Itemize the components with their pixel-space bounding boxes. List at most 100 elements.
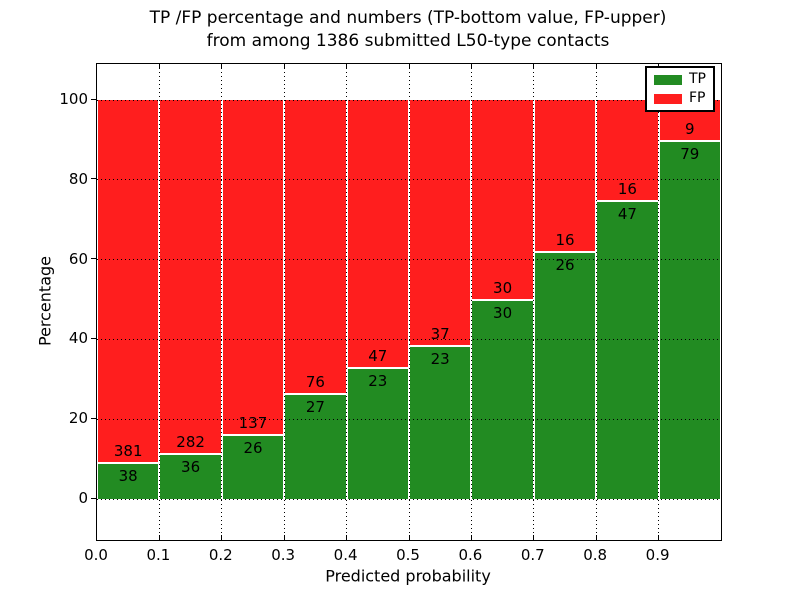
bar-segment-fp [346, 100, 409, 368]
bar-value-tp: 79 [680, 144, 700, 163]
legend-entry: TP [654, 72, 706, 87]
tick-mark-x [658, 535, 660, 540]
bar-segment-tp [409, 346, 472, 499]
bar-value-tp: 23 [430, 350, 450, 369]
gridline-vertical [221, 64, 223, 540]
legend-entry: FP [654, 91, 706, 106]
gridline-horizontal [97, 418, 721, 420]
bar-segment-tp [596, 201, 659, 499]
bar-column [596, 100, 659, 499]
x-tick-label: 0.8 [583, 546, 608, 564]
bar-value-fp: 137 [238, 414, 268, 433]
tick-mark-y [91, 497, 96, 499]
x-tick-label: 0.6 [458, 546, 483, 564]
legend-swatch-tp-icon [654, 74, 682, 85]
x-tick-label: 0.4 [333, 546, 358, 564]
gridline-vertical [346, 64, 348, 540]
x-tick-label: 0.7 [520, 546, 545, 564]
tick-mark-x [408, 64, 410, 69]
bar-segment-fp [409, 100, 472, 347]
bar-segment-fp [284, 100, 347, 395]
bar-column [159, 100, 222, 499]
x-tick-label: 0.3 [271, 546, 296, 564]
bar-value-fp: 282 [176, 432, 205, 451]
tick-mark-y [91, 258, 96, 260]
bar-segment-tp [159, 453, 222, 499]
bar-segment-tp [471, 299, 534, 499]
tick-mark-x [283, 64, 285, 69]
bar-value-tp: 36 [181, 457, 201, 476]
bar-segment-fp [596, 100, 659, 202]
gridline-vertical [283, 64, 285, 540]
gridline-horizontal [97, 179, 721, 181]
tick-mark-x [595, 64, 597, 69]
tick-mark-x [346, 64, 348, 69]
legend-label: FP [689, 90, 706, 106]
bar-column [346, 100, 409, 499]
bar-value-tp: 38 [118, 466, 138, 485]
bar-segment-fp [471, 100, 534, 300]
chart-title-line1: TP /FP percentage and numbers (TP-bottom… [149, 8, 667, 28]
bar-segment-tp [658, 140, 721, 499]
bar-value-fp: 37 [430, 325, 450, 344]
plot-area: 381 38 282 36 137 26 76 27 47 23 37 23 30 30 16 26 16 47 9… [96, 63, 722, 541]
tick-mark-y [91, 337, 96, 339]
x-tick-label: 0.0 [84, 546, 108, 564]
tick-mark-x [533, 64, 535, 69]
bar-column [97, 100, 160, 499]
legend: TP FP [645, 66, 715, 112]
legend-swatch-fp-icon [654, 93, 682, 104]
tick-mark-x [408, 535, 410, 540]
y-tick-label: 20 [68, 409, 88, 428]
bar-value-fp: 16 [617, 180, 637, 199]
bar-value-tp: 47 [617, 205, 637, 224]
tick-mark-x [470, 535, 472, 540]
tick-mark-x [221, 64, 223, 69]
bar-column [284, 100, 347, 499]
bar-segment-tp [221, 435, 285, 499]
bar-column [409, 100, 472, 499]
tick-mark-x [221, 535, 223, 540]
y-tick-label: 80 [68, 169, 88, 188]
bar-value-fp: 30 [493, 278, 513, 297]
gridline-vertical [470, 64, 472, 540]
bar-value-fp: 9 [685, 119, 695, 138]
bar-value-fp: 76 [305, 373, 325, 392]
bar-column [533, 100, 597, 499]
gridline-vertical [595, 64, 597, 540]
bar-column [221, 100, 285, 499]
bar-column [658, 100, 721, 499]
x-tick-label: 0.5 [396, 546, 420, 564]
legend-label: TP [689, 71, 706, 87]
bar-value-fp: 16 [555, 231, 575, 249]
bar-segment-fp [533, 100, 597, 252]
gridline-vertical [158, 64, 160, 540]
y-tick-label: 100 [59, 90, 88, 108]
tick-mark-x [158, 64, 160, 69]
y-tick-label: 60 [68, 249, 88, 268]
gridline-vertical [533, 64, 535, 540]
tick-mark-x [533, 535, 535, 540]
y-tick-label: 40 [68, 329, 88, 348]
tick-mark-y [91, 98, 96, 100]
bar-value-fp: 47 [368, 346, 388, 365]
bar-segment-tp [97, 462, 160, 499]
tick-mark-x [346, 535, 348, 540]
bar-segment-fp [159, 100, 222, 454]
tick-mark-x [283, 535, 285, 540]
bar-column [471, 100, 534, 499]
tick-mark-x [470, 64, 472, 69]
x-tick-label: 0.2 [208, 546, 233, 564]
tick-mark-y [91, 417, 96, 419]
bar-value-tp: 26 [555, 256, 575, 274]
gridline-vertical [658, 64, 660, 540]
bar-segment-tp [533, 252, 597, 499]
chart-title-line2: from among 1386 submitted L50-type conta… [206, 31, 610, 51]
gridline-horizontal [97, 498, 721, 500]
bar-value-tp: 27 [305, 398, 325, 417]
bar-segment-fp [221, 100, 285, 436]
tick-mark-x [158, 535, 160, 540]
gridline-vertical [408, 64, 410, 540]
x-tick-label: 0.1 [146, 546, 171, 564]
bar-value-tp: 30 [493, 303, 513, 322]
